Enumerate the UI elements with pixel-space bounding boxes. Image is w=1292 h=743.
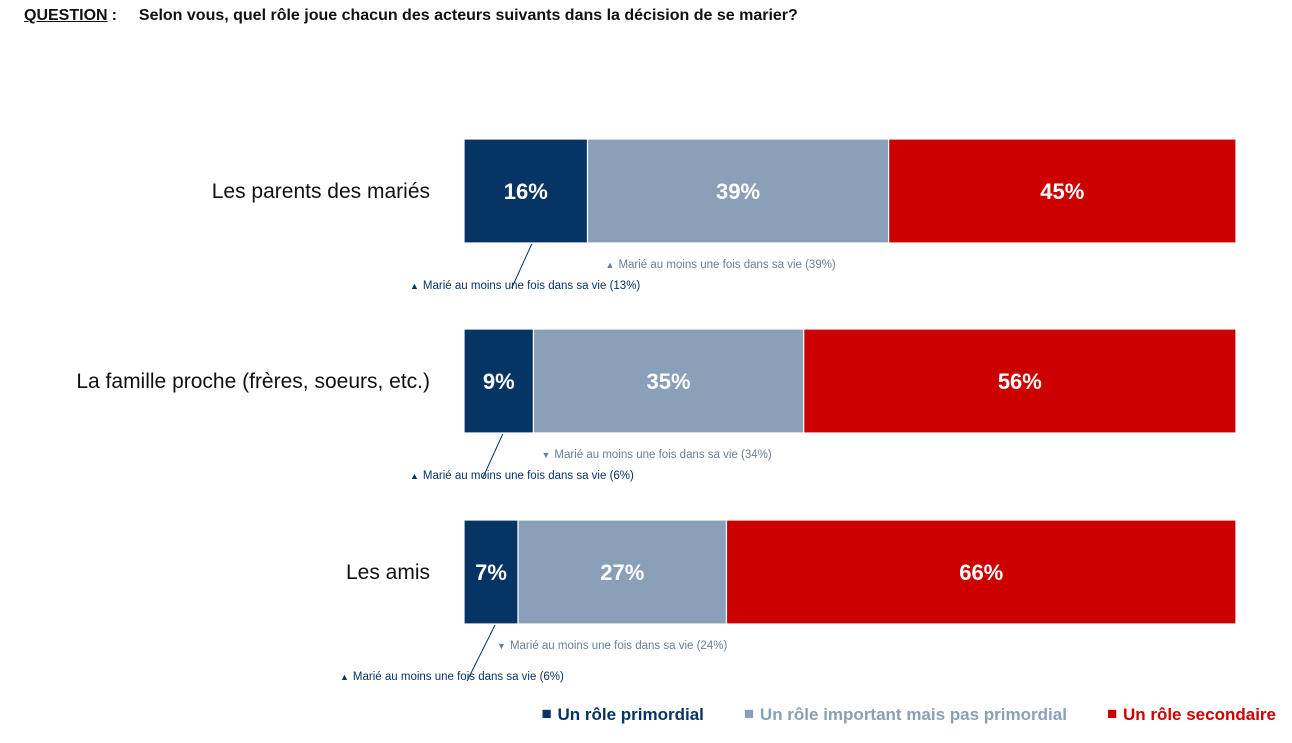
legend: ■ Un rôle primordial ■ Un rôle important ma… xyxy=(542,704,1277,724)
bar-segment xyxy=(887,138,1237,244)
value-label: 35% xyxy=(647,369,691,394)
annotation-text: Marié au moins une fois dans sa vie (39%… xyxy=(618,259,835,271)
legend-item: ■ Un rôle primordial xyxy=(542,704,704,724)
annotation: ▼ Marié au moins une fois dans sa vie (34… xyxy=(541,449,771,461)
annotation-leader-line xyxy=(482,433,504,479)
legend-item: ■ Un rôle important mais pas primordial xyxy=(744,704,1067,724)
value-label: 7% xyxy=(475,560,507,585)
bar-segments xyxy=(463,138,1237,625)
triangle-down-icon: ▼ xyxy=(541,450,550,460)
annotation: ▲ Marié au moins une fois dans sa vie (13… xyxy=(410,280,640,292)
legend-label: Un rôle important mais pas primordial xyxy=(760,705,1067,724)
question-header: QUESTION: Selon vous, quel rôle joue chac… xyxy=(24,7,798,25)
bar-segment xyxy=(517,519,728,625)
annotation-text: Marié au moins une fois dans sa vie (6%) xyxy=(353,671,564,683)
category-labels: Les parents des mariés La famille proche … xyxy=(76,180,430,584)
triangle-up-icon: ▲ xyxy=(410,281,419,291)
value-label: 56% xyxy=(998,369,1042,394)
question-label: QUESTION xyxy=(24,7,108,24)
value-label: 9% xyxy=(483,369,515,394)
legend-label: Un rôle primordial xyxy=(558,705,704,724)
question-separator: : xyxy=(111,7,117,24)
category-label: Les parents des mariés xyxy=(212,180,430,203)
bar-segment xyxy=(803,328,1237,434)
value-label: 45% xyxy=(1040,179,1084,204)
annotation-leader-line xyxy=(466,624,496,682)
question-text: Selon vous, quel rôle joue chacun des ac… xyxy=(138,7,798,24)
triangle-up-icon: ▲ xyxy=(606,260,615,270)
value-label: 39% xyxy=(716,179,760,204)
legend-square-icon: ■ xyxy=(542,704,552,723)
annotation-text: Marié au moins une fois dans sa vie (6%) xyxy=(423,470,634,482)
value-label: 66% xyxy=(959,560,1003,585)
annotations: ▲ Marié au moins une fois dans sa vie (13… xyxy=(340,243,836,683)
bar-segment xyxy=(725,519,1237,625)
annotation: ▲ Marié au moins une fois dans sa vie (39… xyxy=(606,259,836,271)
bar-segment xyxy=(463,519,519,625)
legend-item: ■ Un rôle secondaire xyxy=(1107,704,1276,724)
value-label: 27% xyxy=(600,560,644,585)
triangle-up-icon: ▲ xyxy=(340,672,349,682)
legend-square-icon: ■ xyxy=(744,704,754,723)
annotation: ▼ Marié au moins une fois dans sa vie (24… xyxy=(497,640,727,652)
annotation-text: Marié au moins une fois dans sa vie (34%… xyxy=(554,449,771,461)
category-label: La famille proche (frères, soeurs, etc.) xyxy=(76,370,430,393)
annotation: ▲ Marié au moins une fois dans sa vie (6%… xyxy=(340,671,564,683)
bar-segment xyxy=(463,138,589,244)
triangle-down-icon: ▼ xyxy=(497,641,506,651)
annotation: ▲ Marié au moins une fois dans sa vie (6%… xyxy=(410,470,634,482)
legend-square-icon: ■ xyxy=(1107,704,1117,723)
triangle-up-icon: ▲ xyxy=(410,471,419,481)
value-label: 16% xyxy=(504,179,548,204)
annotation-leader-line xyxy=(511,243,533,289)
legend-label: Un rôle secondaire xyxy=(1123,705,1276,724)
category-label: Les amis xyxy=(346,561,430,584)
annotation-text: Marié au moins une fois dans sa vie (24%… xyxy=(510,640,727,652)
annotation-text: Marié au moins une fois dans sa vie (13%… xyxy=(423,280,640,292)
bar-segment xyxy=(586,138,890,244)
value-labels: 16% 39% 45% 9% 35% 56% 7% 27% 66% xyxy=(475,179,1084,585)
